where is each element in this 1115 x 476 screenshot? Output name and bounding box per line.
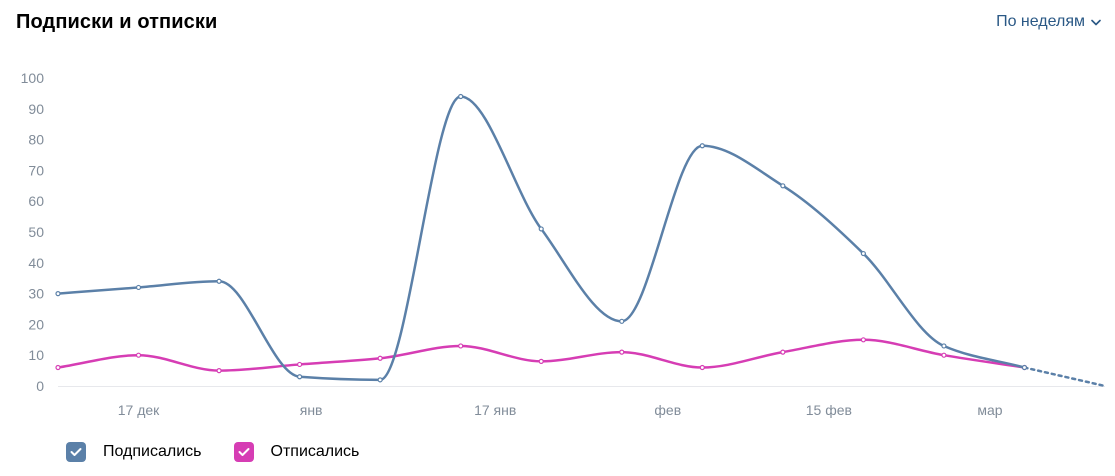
data-point-subscribed[interactable] [699,143,705,149]
period-selector[interactable]: По неделям [996,13,1101,31]
x-tick-label: мар [977,402,1002,418]
data-point-subscribed[interactable] [1021,364,1028,371]
series-line-unsubscribed [57,338,1025,372]
y-tick-label: 90 [28,101,44,117]
data-point-unsubscribed[interactable] [538,358,544,364]
chart-title: Подписки и отписки [16,11,218,33]
data-point-unsubscribed[interactable] [699,364,705,371]
data-point-unsubscribed[interactable] [377,355,383,361]
data-point-subscribed[interactable] [297,374,303,380]
data-point-unsubscribed[interactable] [860,337,866,343]
data-point-subscribed[interactable] [135,284,142,291]
x-tick-label: 15 фев [806,402,852,418]
data-point-unsubscribed[interactable] [55,364,61,371]
x-tick-label: 17 дек [118,402,160,418]
data-point-unsubscribed[interactable] [458,343,464,349]
y-tick-label: 10 [28,347,44,363]
data-point-subscribed[interactable] [55,291,61,297]
x-axis: 17 дек янв 17 янв фев 15 фев мар [58,386,1105,418]
y-tick-label: 80 [28,132,44,148]
check-icon [70,448,82,456]
y-tick-label: 50 [28,224,44,240]
data-point-subscribed[interactable] [860,250,866,257]
data-point-unsubscribed[interactable] [941,352,947,358]
line-chart: 0 10 20 30 40 50 60 70 80 90 100 17 дек янв 17 янв фе… [21,70,1107,418]
data-point-unsubscribed[interactable] [297,361,303,368]
legend-item-subscribed[interactable]: Подписались [66,442,202,462]
y-tick-label: 100 [21,70,45,86]
check-icon [238,448,249,456]
y-tick-label: 60 [28,193,44,209]
x-tick-label: 17 янв [474,402,516,418]
legend-checkbox-unsubscribed[interactable] [233,442,254,462]
data-point-subscribed[interactable] [619,318,625,324]
y-tick-label: 20 [28,316,44,332]
legend-item-unsubscribed[interactable]: Отписались [233,442,360,462]
period-label: По неделям [996,13,1085,30]
data-point-subscribed[interactable] [780,183,786,189]
chevron-down-icon [1091,13,1101,31]
legend-checkbox-subscribed[interactable] [66,442,86,462]
data-point-unsubscribed[interactable] [135,352,142,358]
data-point-subscribed[interactable] [377,377,383,383]
data-point-unsubscribed[interactable] [619,349,625,355]
series-layer [55,93,1107,388]
y-axis: 0 10 20 30 40 50 60 70 80 90 100 [21,70,45,394]
y-tick-label: 30 [28,286,44,302]
data-point-subscribed[interactable] [216,278,222,284]
series-line-subscribed [57,95,1025,382]
data-point-subscribed[interactable] [941,343,947,349]
x-tick-label: фев [654,402,681,418]
y-tick-label: 70 [28,162,44,178]
series-forecast-subscribed [1023,366,1107,388]
chart-legend: Подписались Отписались [66,442,359,462]
data-point-subscribed[interactable] [538,226,544,232]
data-point-subscribed[interactable] [458,93,464,100]
x-tick-label: янв [300,402,323,418]
legend-label-subscribed: Подписались [103,443,202,460]
y-tick-label: 40 [28,255,44,271]
data-point-unsubscribed[interactable] [216,368,222,374]
legend-label-unsubscribed: Отписались [270,443,360,460]
y-tick-label: 0 [36,378,44,394]
data-point-unsubscribed[interactable] [780,349,786,355]
